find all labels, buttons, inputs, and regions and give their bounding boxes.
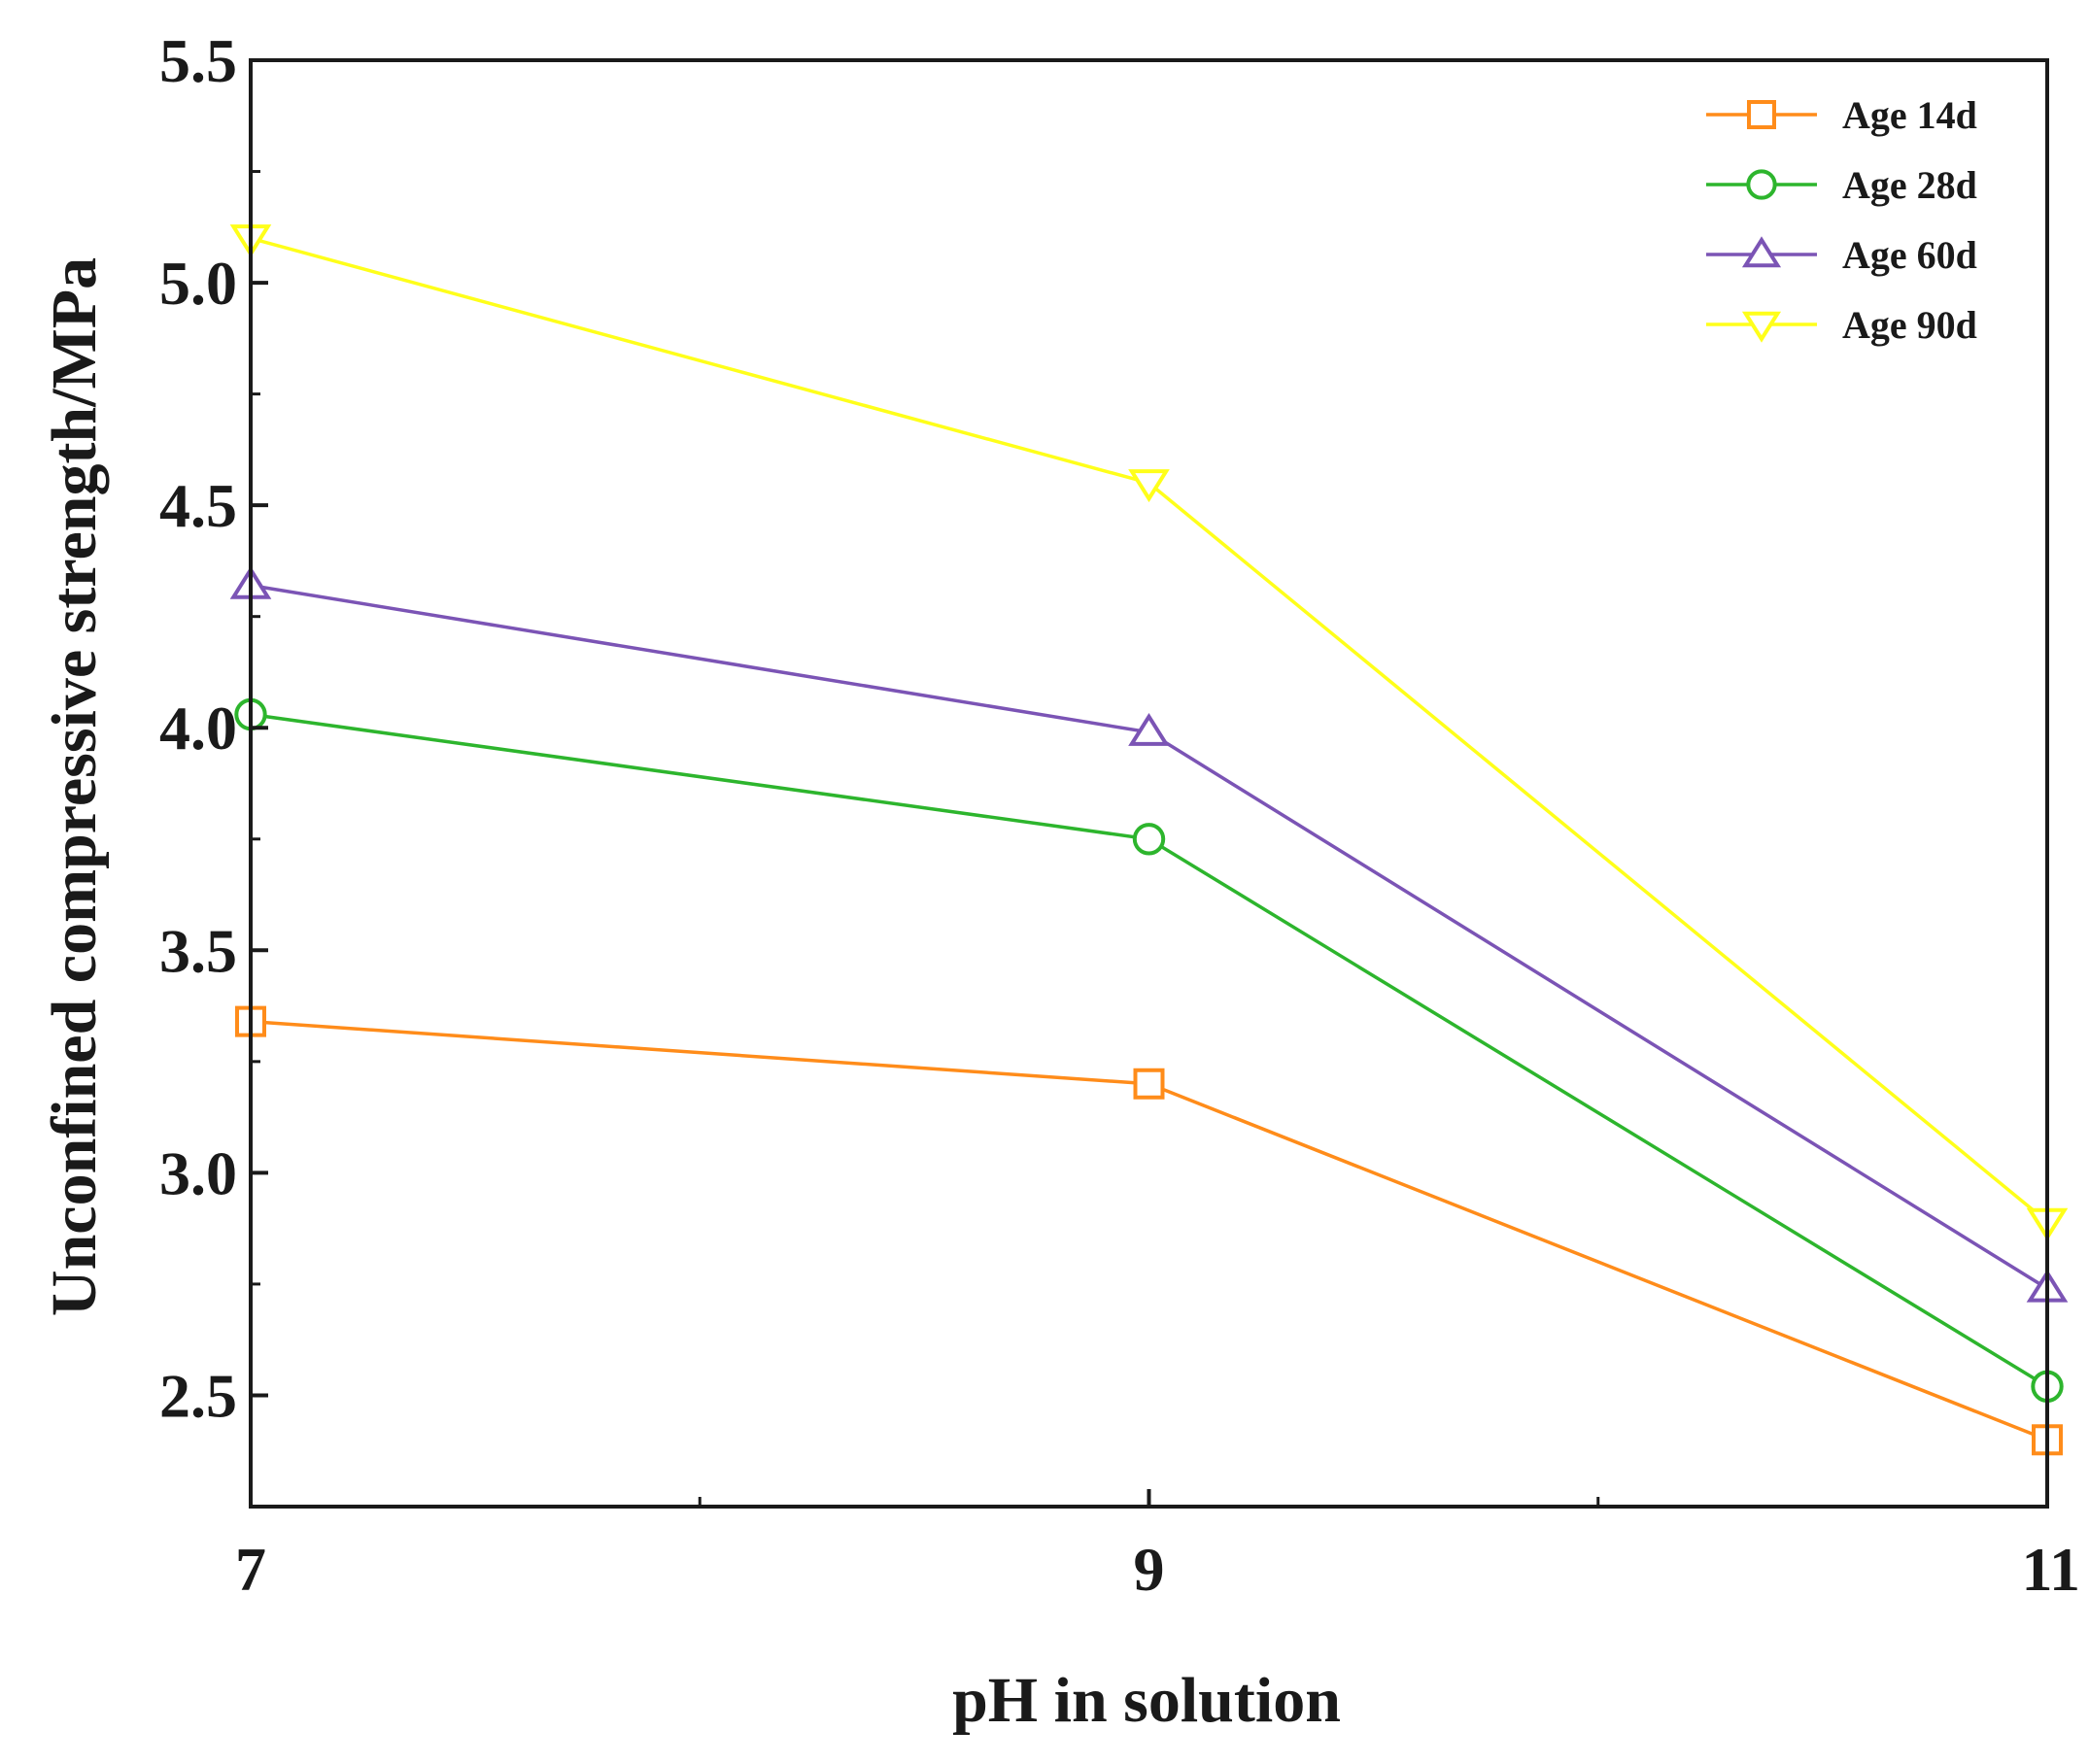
y-tick-label: 4.0 — [159, 694, 237, 763]
legend-item: Age 90d — [1706, 303, 1977, 347]
plot-frame — [249, 58, 2049, 1509]
data-point — [1133, 1068, 1165, 1100]
data-point — [1128, 469, 1170, 503]
series-age-60d — [229, 565, 2069, 1303]
legend-item: Age 28d — [1706, 163, 1977, 207]
x-axis-title: pH in solution — [952, 1665, 1341, 1736]
legend-item: Age 14d — [1706, 93, 1977, 137]
x-tick-label: 7 — [235, 1535, 266, 1604]
legend-marker — [1746, 169, 1777, 200]
data-point — [1128, 712, 1170, 746]
legend-marker — [1741, 236, 1782, 268]
y-tick-label: 5.5 — [159, 26, 237, 95]
series-line — [250, 583, 2048, 1290]
y-tick-label: 2.5 — [159, 1361, 237, 1430]
x-tick-label: 9 — [1134, 1535, 1165, 1604]
series-age-28d — [234, 697, 2064, 1403]
legend-item: Age 60d — [1706, 233, 1977, 277]
legend-marker — [1747, 100, 1776, 129]
legend-marker — [1741, 311, 1782, 343]
series-line — [250, 712, 2048, 1388]
legend: Age 14d Age 28d Age 60d Age 90d — [1706, 93, 1977, 347]
y-tick-label: 3.0 — [159, 1138, 237, 1207]
series-layer — [229, 224, 2069, 1456]
y-tick-label: 5.0 — [159, 249, 237, 318]
data-point — [1132, 823, 1166, 856]
y-axis-title: Unconfined compressive strength/MPa — [39, 257, 110, 1316]
legend-label: Age 28d — [1842, 163, 1977, 207]
legend-label: Age 90d — [1842, 303, 1977, 347]
legend-label: Age 14d — [1842, 93, 1977, 137]
x-tick-label: 11 — [2022, 1535, 2080, 1604]
y-tick-label: 3.5 — [159, 916, 237, 985]
y-tick-label: 4.5 — [159, 471, 237, 540]
legend-label: Age 60d — [1842, 233, 1977, 277]
axes-layer: 2.5 3.0 3.5 4.0 4.5 5.0 5.5 7 9 11 — [159, 26, 2080, 1604]
series-age-14d — [235, 1005, 2063, 1456]
